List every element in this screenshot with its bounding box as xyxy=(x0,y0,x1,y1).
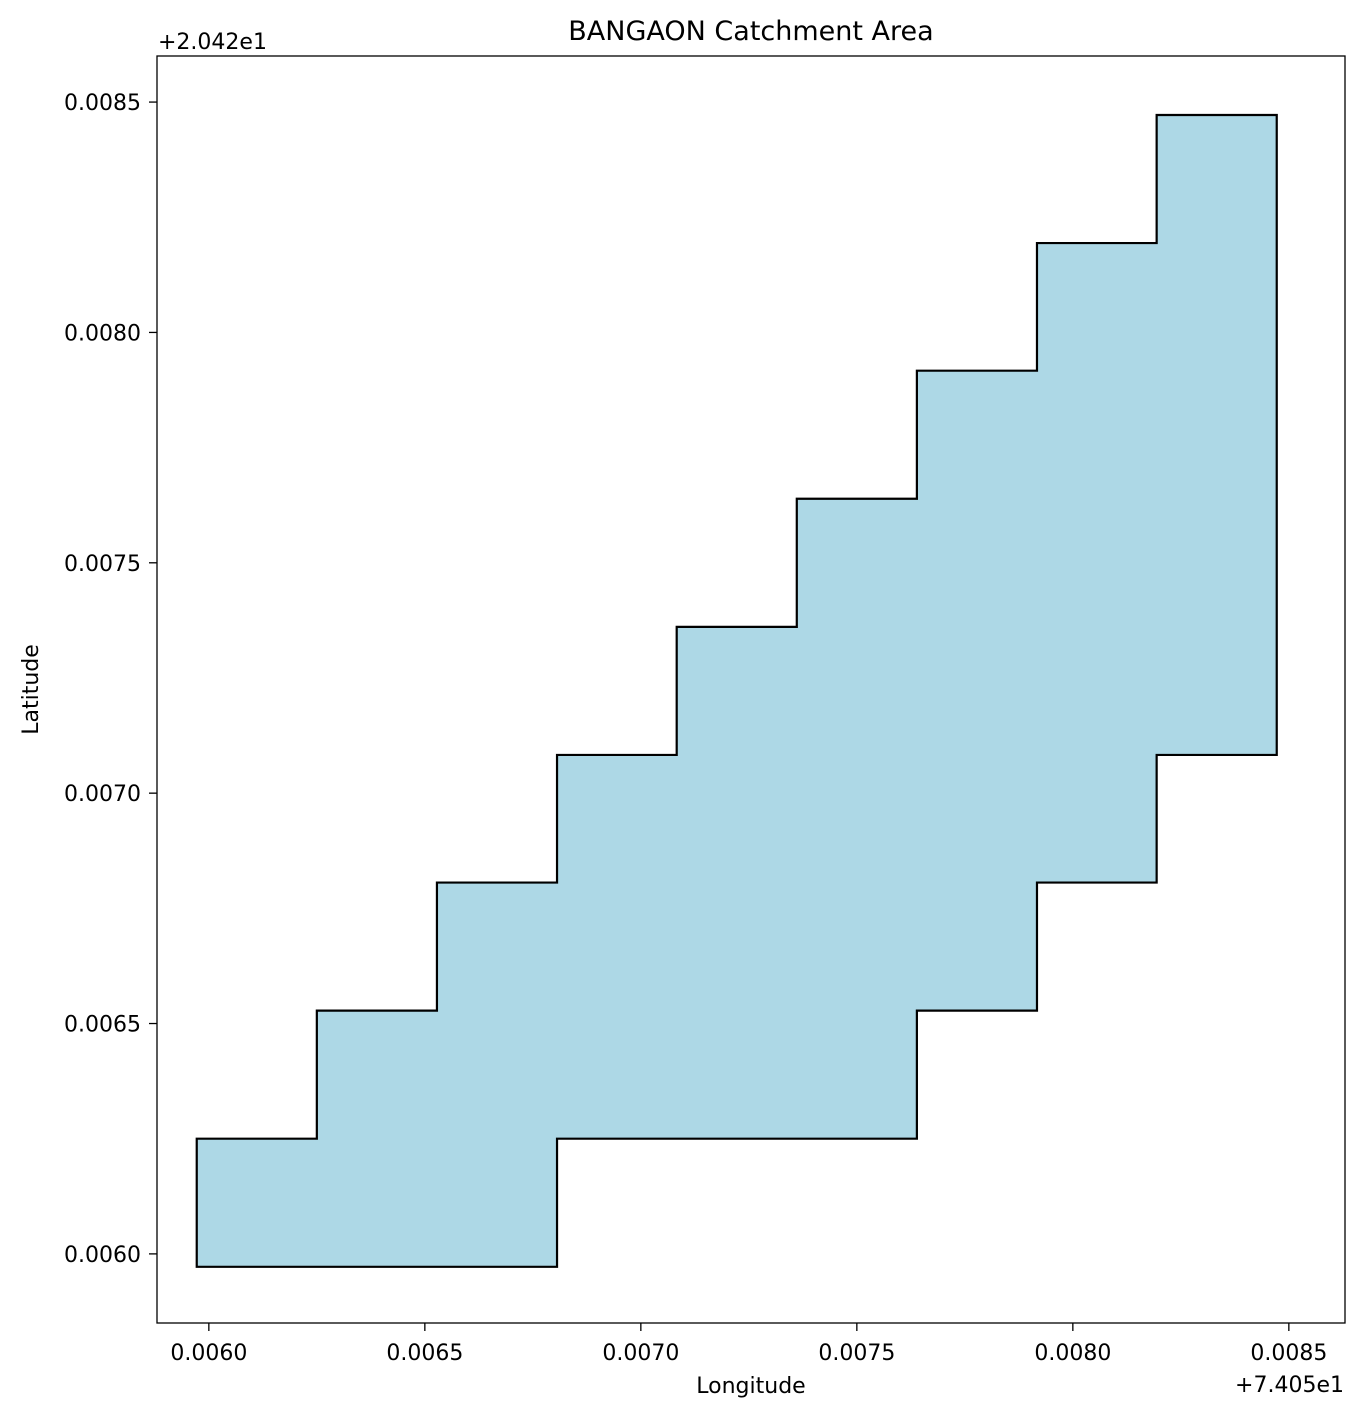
y-axis-label: Latitude xyxy=(19,644,44,735)
catchment-polygon xyxy=(195,113,1278,1268)
y-tick-label: 0.0070 xyxy=(64,782,141,807)
x-axis-offset-label: +7.405e1 xyxy=(1235,1373,1344,1398)
x-tick-label: 0.0065 xyxy=(386,1341,463,1366)
x-tick-label: 0.0070 xyxy=(602,1341,679,1366)
x-tick-label: 0.0075 xyxy=(818,1341,895,1366)
y-tick-label: 0.0060 xyxy=(64,1243,141,1268)
x-tick-label: 0.0080 xyxy=(1034,1341,1111,1366)
y-tick-label: 0.0085 xyxy=(64,91,141,116)
y-axis-offset-label: +2.042e1 xyxy=(158,30,267,55)
y-tick-label: 0.0080 xyxy=(64,321,141,346)
x-tick-label: 0.0085 xyxy=(1250,1341,1327,1366)
x-tick-label: 0.0060 xyxy=(170,1341,247,1366)
x-axis-label: Longitude xyxy=(696,1374,805,1399)
plot-area xyxy=(195,113,1278,1268)
y-tick-label: 0.0065 xyxy=(64,1013,141,1038)
axes-frame xyxy=(156,55,1346,1324)
y-tick-label: 0.0075 xyxy=(64,552,141,577)
y-axis: 0.0060 0.0065 0.0070 0.0075 0.0080 0.0085 xyxy=(64,91,157,1268)
x-axis: 0.0060 0.0065 0.0070 0.0075 0.0080 0.0085 xyxy=(170,1323,1327,1366)
chart-title: BANGAON Catchment Area xyxy=(568,16,933,47)
